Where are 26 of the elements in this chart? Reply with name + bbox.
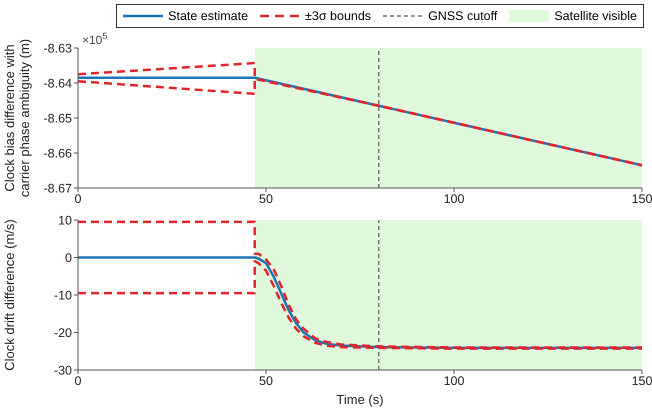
- y-tick-label: -8.63: [44, 41, 72, 56]
- y-tick-label: -20: [54, 326, 72, 340]
- x-tick-label: 150: [632, 374, 652, 388]
- x-axis-title: Time (s): [336, 392, 384, 407]
- x-tick-label: 0: [74, 192, 82, 206]
- y-tick-label: -8.65: [44, 111, 72, 126]
- y-axis-title: Clock bias difference with carrier phase ambiguity (m): [2, 38, 32, 198]
- y-tick-label: 10: [58, 213, 72, 228]
- text: ×10$^{5}$: [82, 31, 108, 47]
- legend-label: GNSS cutoff: [428, 9, 498, 23]
- y-tick-label: -8.66: [44, 146, 72, 160]
- x-tick-label: 50: [259, 192, 273, 206]
- x-tick-label: 150: [632, 192, 652, 206]
- y-axis-title: Clock drift difference (m/s): [2, 219, 17, 371]
- legend-label: ±3σ bounds: [305, 9, 372, 23]
- y-tick-label: -8.64: [44, 76, 72, 90]
- x-tick-label: 100: [444, 192, 464, 206]
- x-tick-label: 50: [259, 374, 273, 388]
- y-tick-label: -30: [54, 363, 72, 378]
- x-tick-label: 100: [444, 374, 464, 388]
- y-tick-label: 0: [65, 250, 72, 265]
- legend-label: Satellite visible: [554, 9, 637, 23]
- y-tick-label: -8.67: [44, 181, 72, 196]
- y-tick-label: -10: [54, 288, 72, 302]
- legend-label: State estimate: [168, 9, 248, 23]
- x-tick-label: 0: [74, 374, 82, 388]
